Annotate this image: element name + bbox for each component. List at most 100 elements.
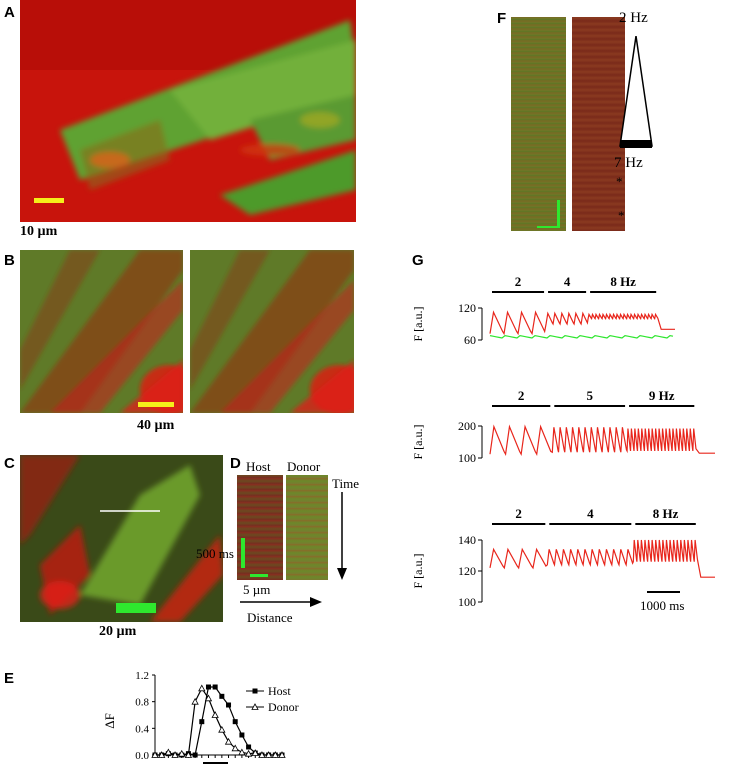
e-point-donor <box>258 751 266 758</box>
g-trace-green <box>489 334 674 339</box>
scale-label-a: 10 µm <box>20 224 58 239</box>
g-stim-label: 2 <box>515 506 522 521</box>
e-point-donor <box>158 751 166 758</box>
g-trace-red <box>489 310 675 336</box>
g-ylabel: F [a.u.] <box>411 425 425 460</box>
linescan-f-right <box>572 17 625 231</box>
g-ytick-label: 60 <box>464 333 476 347</box>
micrograph-b-right <box>190 250 354 413</box>
e-series-line-1 <box>155 687 282 756</box>
e-point-donor <box>171 751 179 758</box>
scale-label-c: 20 µm <box>99 624 137 639</box>
g-ytick-label: 100 <box>458 595 476 609</box>
g-ylabel: F [a.u.] <box>411 554 425 589</box>
panel-label-b: B <box>4 252 15 269</box>
g-ytick-label: 120 <box>458 301 476 315</box>
micrograph-a-image <box>20 0 356 222</box>
g-stim-label: 9 Hz <box>649 388 675 403</box>
e-point-donor <box>164 748 173 756</box>
panel-label-a: A <box>4 4 15 21</box>
g-timebar-label: 1000 ms <box>640 598 685 613</box>
distance-arrow-icon <box>240 597 322 607</box>
e-point-host <box>205 684 211 690</box>
e-ytick-label: 0.4 <box>135 723 149 735</box>
e-point-host <box>226 702 232 708</box>
micrograph-c-image <box>20 455 223 622</box>
scale-bar-c <box>116 603 156 613</box>
e-point-host <box>212 684 218 690</box>
panel-label-d: D <box>230 455 241 472</box>
e-point-donor <box>178 749 186 757</box>
e-point-donor <box>198 684 206 692</box>
e-point-donor <box>211 711 219 718</box>
g-stim-label: 8 Hz <box>610 274 636 289</box>
e-legend-host: Host <box>268 684 291 698</box>
scale-bar-b <box>138 402 174 407</box>
g-trace-red <box>489 539 715 578</box>
g-trace-red <box>489 424 715 456</box>
e-point-host <box>199 719 205 725</box>
e-point-donor <box>204 694 213 702</box>
panel-label-c: C <box>4 455 15 472</box>
e-point-host <box>219 693 225 699</box>
e-point-donor <box>184 751 193 758</box>
e-point-donor <box>264 751 273 758</box>
e-point-donor <box>151 751 159 758</box>
time-scale-label: 500 ms <box>196 546 234 561</box>
f-freq-bottom: 7 Hz <box>614 155 643 171</box>
e-legend-donor: Donor <box>268 700 299 714</box>
e-ylabel: ΔF <box>102 713 117 729</box>
g-stim-label: 5 <box>586 388 593 403</box>
e-point-donor <box>271 751 279 758</box>
e-point-donor <box>251 749 259 756</box>
g-stim-label: 4 <box>587 506 594 521</box>
f-star-2: * <box>618 208 625 223</box>
e-point-host <box>192 752 198 758</box>
chart-e: 0.0 0.4 0.8 1.2 ΔF Host Donor <box>102 670 299 764</box>
scale-bar-a <box>34 198 64 203</box>
e-ytick-label: 0.0 <box>135 750 149 762</box>
panel-label-e: E <box>4 670 15 687</box>
micrograph-b-left-image <box>20 250 183 413</box>
e-point-host <box>232 719 238 725</box>
e-ytick-label: 1.2 <box>135 670 149 682</box>
scale-label-b: 40 µm <box>137 418 175 433</box>
panel-label-f: F <box>497 10 507 27</box>
e-point-donor <box>278 751 286 758</box>
g-ylabel: F [a.u.] <box>411 307 425 342</box>
panel-label-g: G <box>412 252 424 269</box>
micrograph-b-left <box>20 250 183 413</box>
frequency-ramp-icon <box>619 36 653 148</box>
e-point-host <box>239 732 245 738</box>
time-scale-bar <box>241 538 245 568</box>
g-stim-label: 8 Hz <box>653 506 679 521</box>
g-ytick-label: 200 <box>458 419 476 433</box>
micrograph-b-right-image <box>190 250 354 413</box>
time-axis-label: Time <box>332 476 359 491</box>
e-point-donor <box>224 737 233 745</box>
distance-scale-bar <box>250 574 268 577</box>
linescan-f-left <box>511 17 566 231</box>
e-point-donor <box>244 749 253 757</box>
e-point-donor <box>238 748 246 756</box>
f-scale-bar-vertical <box>557 200 560 228</box>
e-point-donor <box>191 697 199 705</box>
e-ytick-label: 0.8 <box>135 697 149 709</box>
g-ytick-label: 120 <box>458 564 476 578</box>
e-point-host <box>246 744 252 750</box>
f-scale-bar-horizontal <box>537 226 557 228</box>
e-legend-marker-host <box>252 688 258 694</box>
g-stim-label: 4 <box>564 274 571 289</box>
micrograph-c <box>20 455 223 622</box>
g-ytick-label: 100 <box>458 451 476 465</box>
distance-axis-label: Distance <box>247 610 293 625</box>
chart-g: 60 120 F [a.u.] 2 4 8 Hz 100 200 F [a.u.] 2 5 9 Hz 1… <box>411 274 715 609</box>
distance-scale-label: 5 µm <box>243 582 271 597</box>
g-stim-label: 2 <box>518 388 525 403</box>
host-label: Host <box>246 459 271 474</box>
g-stim-label: 2 <box>515 274 522 289</box>
donor-label: Donor <box>287 459 321 474</box>
f-freq-top: 2 Hz <box>619 10 648 26</box>
e-point-donor <box>218 725 226 733</box>
time-arrow-icon <box>337 492 347 580</box>
